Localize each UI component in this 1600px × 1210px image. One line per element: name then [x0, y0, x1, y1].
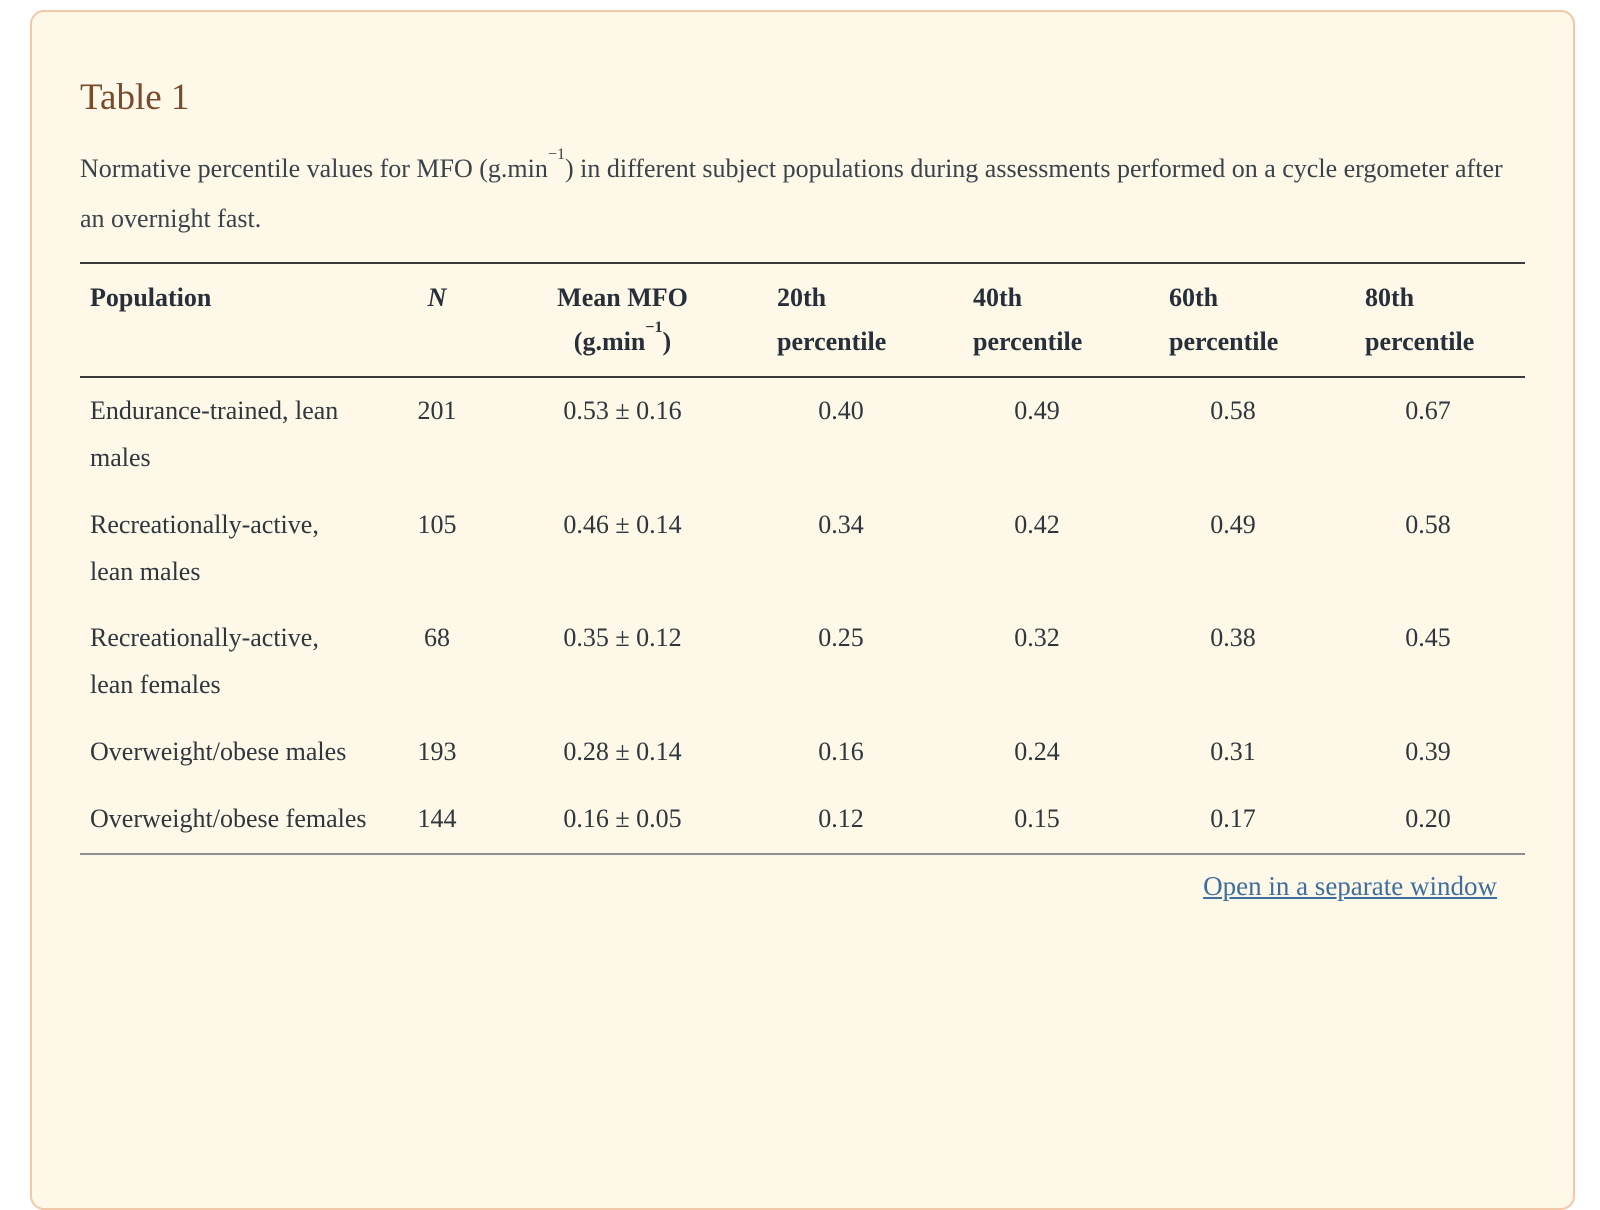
cell-60th-percentile: 0.17 [1210, 803, 1256, 833]
cell-n: 193 [417, 737, 457, 767]
cell-80th-percentile: 0.45 [1405, 623, 1451, 653]
cell-80th-percentile: 0.20 [1405, 803, 1451, 833]
cell-population: Endurance-trained, lean males [80, 377, 372, 492]
cell-60th-percentile: 0.58 [1210, 396, 1256, 426]
col-header-n: N [427, 282, 447, 312]
cell-mean-mfo: 0.35 ± 0.12 [563, 623, 682, 653]
cell-20th-percentile: 0.16 [818, 737, 864, 767]
mfo-header-superscript: −1 [645, 318, 663, 336]
percentile-table: Population N Mean MFO (g.min−1) 20th perc… [80, 261, 1525, 855]
cell-20th-percentile: 0.40 [818, 396, 864, 426]
cell-population: Recreationally-active, lean females [80, 605, 372, 719]
caption-text-before-sup: Normative percentile values for MFO (g.m… [80, 154, 548, 184]
cell-60th-percentile: 0.49 [1210, 509, 1256, 539]
cell-population: Recreationally-active, lean males [80, 492, 372, 606]
table-row: Endurance-trained, lean males 201 0.53 ±… [80, 377, 1525, 492]
cell-population-text: Recreationally-active, lean females [90, 623, 319, 700]
cell-60th-percentile: 0.31 [1210, 737, 1256, 767]
cell-20th-percentile: 0.34 [818, 509, 864, 539]
col-header-population: Population [90, 282, 212, 312]
table-caption: Normative percentile values for MFO (g.m… [80, 144, 1523, 244]
cell-n: 201 [417, 396, 457, 426]
cell-40th-percentile: 0.49 [1014, 396, 1060, 426]
col-header-20th-percentile: 20th percentile [777, 282, 887, 357]
cell-population-text: Overweight/obese females [90, 803, 367, 833]
cell-n: 144 [417, 803, 457, 833]
cell-20th-percentile: 0.12 [818, 803, 864, 833]
mfo-header-line1: Mean MFO [557, 282, 688, 312]
mfo-header-line2-after-sup: ) [662, 327, 672, 357]
table-title: Table 1 [80, 77, 190, 118]
cell-80th-percentile: 0.39 [1405, 737, 1451, 767]
cell-population-text: Overweight/obese males [90, 737, 347, 767]
caption-superscript: −1 [547, 145, 566, 163]
cell-mean-mfo: 0.46 ± 0.14 [563, 509, 682, 539]
caption-text-after-sup: ) in different subject populations durin… [80, 154, 1503, 233]
table-row: Recreationally-active, lean females 68 0… [80, 605, 1525, 719]
table-row: Overweight/obese females 144 0.16 ± 0.05… [80, 786, 1525, 854]
cell-40th-percentile: 0.24 [1014, 737, 1060, 767]
col-header-80th-percentile: 80th percentile [1365, 282, 1475, 357]
open-separate-window-link[interactable]: Open in a separate window [1203, 870, 1497, 901]
cell-population: Overweight/obese females [80, 786, 372, 854]
cell-40th-percentile: 0.42 [1014, 509, 1060, 539]
cell-80th-percentile: 0.58 [1405, 509, 1451, 539]
header-row: Population N Mean MFO (g.min−1) 20th perc… [80, 263, 1525, 378]
col-header-60th-percentile: 60th percentile [1169, 282, 1279, 357]
cell-80th-percentile: 0.67 [1405, 396, 1451, 426]
cell-n: 105 [417, 509, 457, 539]
cell-mean-mfo: 0.53 ± 0.16 [563, 396, 682, 426]
col-header-mean-mfo: Mean MFO (g.min−1) [502, 263, 743, 377]
cell-population-text: Recreationally-active, lean males [90, 509, 319, 586]
cell-mean-mfo: 0.28 ± 0.14 [563, 737, 682, 767]
cell-mean-mfo: 0.16 ± 0.05 [563, 803, 682, 833]
table-card: Table 1 Normative percentile values for … [30, 10, 1575, 1210]
cell-population-text: Endurance-trained, lean males [90, 396, 339, 473]
table-footer-link-row: Open in a separate window [80, 871, 1525, 902]
table-row: Recreationally-active, lean males 105 0.… [80, 492, 1525, 606]
table-row: Overweight/obese males 193 0.28 ± 0.14 0… [80, 719, 1525, 786]
cell-40th-percentile: 0.15 [1014, 803, 1060, 833]
cell-60th-percentile: 0.38 [1210, 623, 1256, 653]
table-body: Endurance-trained, lean males 201 0.53 ±… [80, 377, 1525, 853]
cell-40th-percentile: 0.32 [1014, 623, 1060, 653]
cell-n: 68 [424, 623, 450, 653]
mfo-header-line2-before-sup: (g.min [573, 327, 646, 357]
cell-population: Overweight/obese males [80, 719, 372, 786]
col-header-40th-percentile: 40th percentile [973, 282, 1083, 357]
cell-20th-percentile: 0.25 [818, 623, 864, 653]
